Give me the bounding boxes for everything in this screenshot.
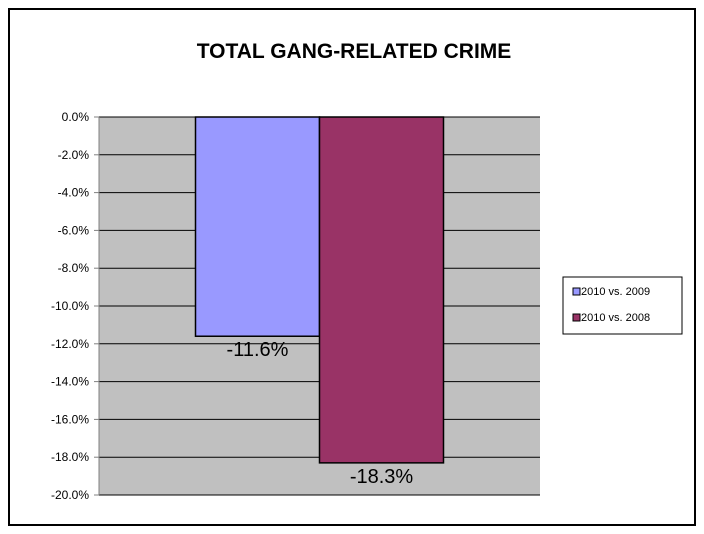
legend: 2010 vs. 2009 2010 vs. 2008 <box>562 276 683 335</box>
y-tick-label: -20.0% <box>51 488 89 502</box>
data-labels: -11.6% -18.3% <box>227 339 414 488</box>
y-tick-label: -16.0% <box>51 412 89 426</box>
legend-swatch <box>572 313 581 322</box>
chart-title: TOTAL GANG-RELATED CRIME <box>197 40 512 63</box>
y-tick-label: -8.0% <box>58 261 90 275</box>
legend-entry: 2010 vs. 2009 <box>581 286 650 298</box>
legend-box <box>562 276 683 335</box>
bar-chart: TOTAL GANG-RELATED CRIME 0.0% -2.0% -4.0% -… <box>51 40 683 502</box>
y-tick-label: 0.0% <box>62 110 90 124</box>
y-tick-label: -10.0% <box>51 299 89 313</box>
bars <box>194 116 445 464</box>
y-tick-label: -12.0% <box>51 337 89 351</box>
y-tick-label: -6.0% <box>58 223 90 237</box>
y-tick-label: -18.0% <box>51 450 89 464</box>
y-tick-label: -14.0% <box>51 375 89 389</box>
legend-swatch <box>572 287 581 296</box>
bar-2 <box>318 116 445 464</box>
chart-frame: TOTAL GANG-RELATED CRIME 0.0% -2.0% -4.0% -… <box>8 8 696 526</box>
y-tick-label: -2.0% <box>58 148 90 162</box>
data-label-2: -18.3% <box>350 466 414 488</box>
bar-1 <box>194 116 321 337</box>
y-axis-ticks: 0.0% -2.0% -4.0% -6.0% -8.0% -10.0% -12.0% -14.… <box>51 110 99 502</box>
legend-entry: 2010 vs. 2008 <box>581 312 650 324</box>
data-label-1: -11.6% <box>227 339 289 361</box>
y-tick-label: -4.0% <box>58 186 90 200</box>
